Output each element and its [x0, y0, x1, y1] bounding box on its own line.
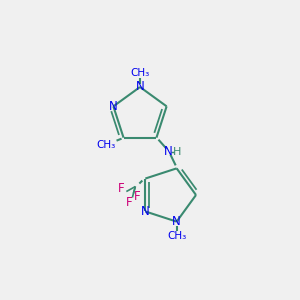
Text: F: F: [118, 182, 125, 195]
Text: CH₃: CH₃: [130, 68, 150, 78]
Text: N: N: [136, 80, 144, 94]
Text: CH₃: CH₃: [167, 231, 186, 241]
Text: F: F: [126, 196, 133, 209]
Text: N: N: [172, 215, 181, 228]
Text: H: H: [173, 147, 181, 157]
Text: N: N: [109, 100, 118, 113]
Text: CH₃: CH₃: [96, 140, 115, 150]
Text: F: F: [134, 190, 141, 203]
Text: N: N: [141, 205, 150, 218]
Text: N: N: [164, 145, 173, 158]
